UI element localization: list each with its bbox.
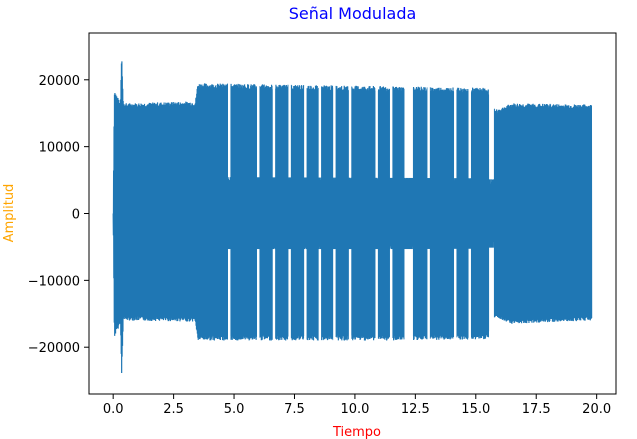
x-tick-label: 15.0 [461, 402, 490, 417]
y-axis: −20000 −10000 0 10000 20000 [28, 74, 89, 356]
signal-gap-bottom [333, 249, 336, 393]
signal-gap-bottom [318, 249, 322, 393]
x-tick-label: 10.0 [340, 402, 369, 417]
signal-gap-top [454, 34, 457, 179]
y-axis-label: Amplitud [2, 184, 17, 243]
y-tick-label: 10000 [39, 141, 80, 156]
signal-gap-top [468, 34, 471, 179]
signal-gap-bottom [404, 249, 413, 393]
chart-title: Señal Modulada [289, 4, 417, 23]
signal-gap-bottom [272, 249, 276, 393]
signal-gap-bottom [228, 249, 231, 393]
y-tick-label: −10000 [28, 274, 80, 289]
x-tick-label: 0.0 [103, 402, 124, 417]
signal-gap-top [228, 34, 231, 178]
signal-gap-top [333, 34, 336, 178]
signal-series-line [112, 61, 593, 374]
series-layer [112, 34, 593, 393]
signal-gap-top [489, 34, 494, 180]
y-tick-label: −20000 [28, 341, 80, 356]
signal-gap-top [318, 34, 322, 178]
signal-gap-bottom [454, 248, 457, 393]
signal-gap-top [304, 34, 307, 178]
x-tick-label: 12.5 [401, 402, 430, 417]
x-tick-label: 17.5 [522, 402, 551, 417]
signal-gap-top [288, 34, 291, 178]
signal-gap-bottom [288, 249, 291, 393]
x-axis-label: Tiempo [332, 425, 381, 439]
signal-gap-bottom [348, 249, 352, 393]
signal-gap-bottom [257, 249, 260, 393]
signal-gap-top [404, 34, 413, 178]
signal-gap-top [389, 34, 393, 178]
x-tick-label: 20.0 [582, 402, 611, 417]
signal-gap-bottom [468, 248, 471, 393]
x-axis: 0.0 2.5 5.0 7.5 10.0 12.5 15.0 17.5 20.0 [103, 394, 611, 417]
signal-gap-bottom [389, 249, 393, 393]
signal-gap-top [427, 34, 430, 179]
signal-gap-bottom [304, 249, 307, 393]
x-tick-label: 2.5 [163, 402, 184, 417]
signal-gap-top [272, 34, 276, 178]
signal-gap-top [257, 34, 260, 178]
signal-gap-top [375, 34, 378, 178]
x-tick-label: 5.0 [224, 402, 245, 417]
x-tick-label: 7.5 [284, 402, 305, 417]
signal-gap-bottom [489, 247, 494, 393]
y-tick-label: 0 [72, 208, 80, 223]
signal-gap-bottom [427, 248, 430, 393]
signal-gap-top [348, 34, 352, 178]
y-tick-label: 20000 [39, 74, 80, 89]
signal-gap-bottom [375, 249, 378, 393]
